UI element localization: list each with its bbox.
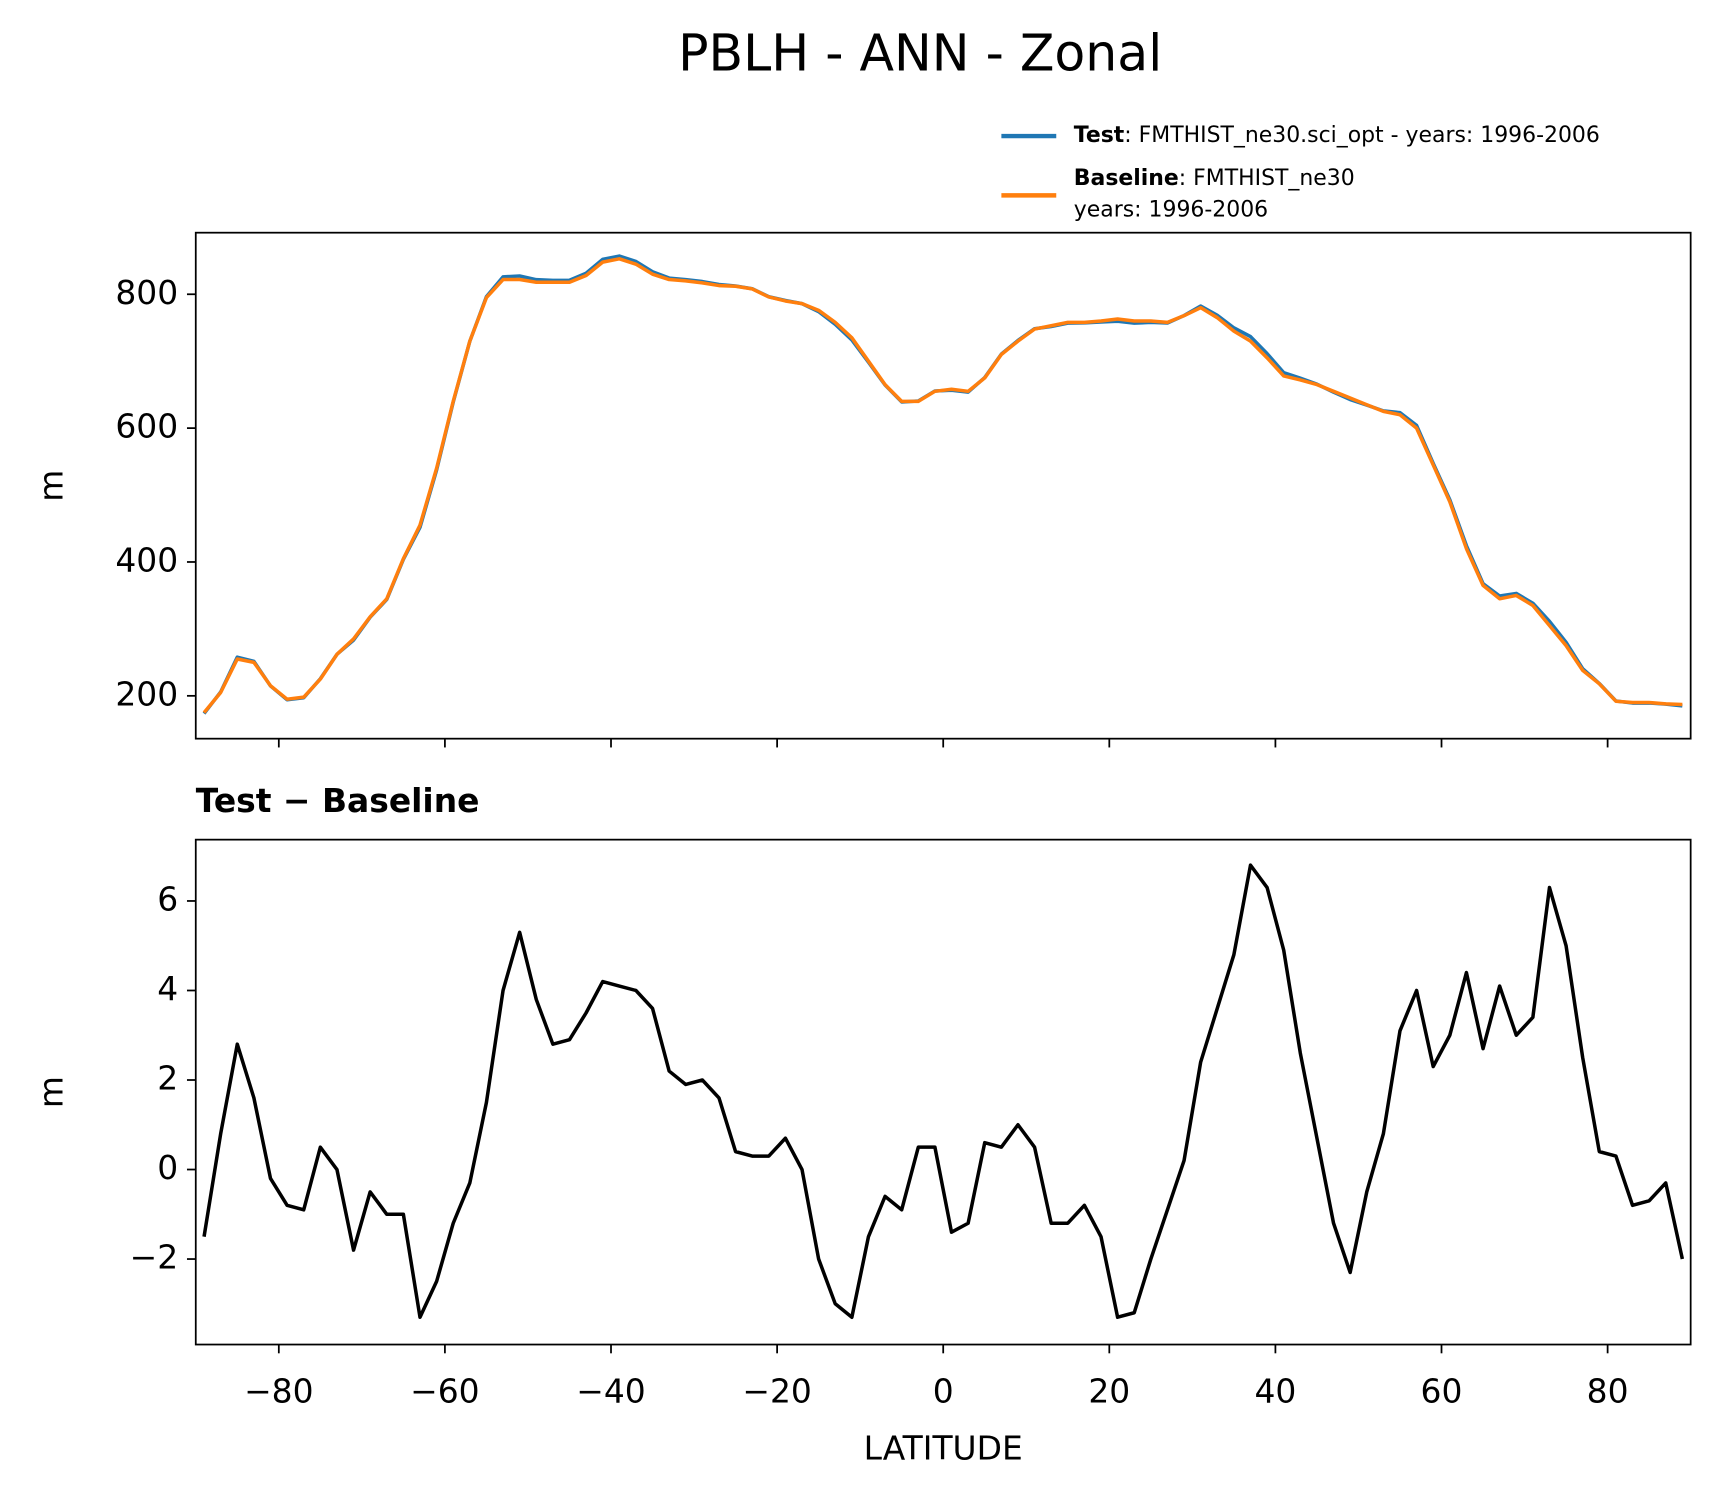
data-line <box>202 863 1685 1319</box>
subplot-title: Test − Baseline <box>196 781 480 820</box>
y-axis-label: m <box>32 470 71 502</box>
y-tick-label: 600 <box>115 407 178 446</box>
legend-entry: Baseline: FMTHIST_ne30 <box>1074 166 1355 191</box>
y-tick-label: 6 <box>157 879 178 918</box>
y-tick-label: 200 <box>115 674 178 713</box>
y-tick-label: 400 <box>115 540 178 579</box>
legend-label-line2: years: 1996-2006 <box>1074 198 1268 223</box>
y-tick-label: 800 <box>115 273 178 312</box>
x-axis-label: LATITUDE <box>864 1428 1023 1467</box>
x-tick-label: 40 <box>1254 1371 1296 1410</box>
legend-name: Baseline <box>1074 166 1179 191</box>
chart-title: PBLH - ANN - Zonal <box>678 24 1162 83</box>
x-tick-label: −40 <box>576 1371 645 1410</box>
y-tick-label: 2 <box>157 1059 178 1098</box>
x-tick-label: 20 <box>1088 1371 1130 1410</box>
x-tick-label: −80 <box>244 1371 313 1410</box>
data-line <box>202 257 1683 714</box>
y-axis-label: m <box>32 1076 71 1108</box>
legend-entry: Test: FMTHIST_ne30.sci_opt - years: 1996… <box>1074 123 1600 148</box>
x-tick-label: 80 <box>1587 1371 1629 1410</box>
x-tick-label: 0 <box>933 1371 954 1410</box>
x-tick-label: −60 <box>410 1371 479 1410</box>
y-tick-label: −2 <box>130 1238 179 1277</box>
x-tick-label: 60 <box>1421 1371 1463 1410</box>
legend-name: Test <box>1074 123 1124 148</box>
x-tick-label: −20 <box>742 1371 811 1410</box>
legend-label: : FMTHIST_ne30.sci_opt - years: 1996-200… <box>1124 123 1600 148</box>
legend-label: : FMTHIST_ne30 <box>1179 166 1355 191</box>
y-tick-label: 0 <box>157 1148 178 1187</box>
y-tick-label: 4 <box>157 969 178 1008</box>
